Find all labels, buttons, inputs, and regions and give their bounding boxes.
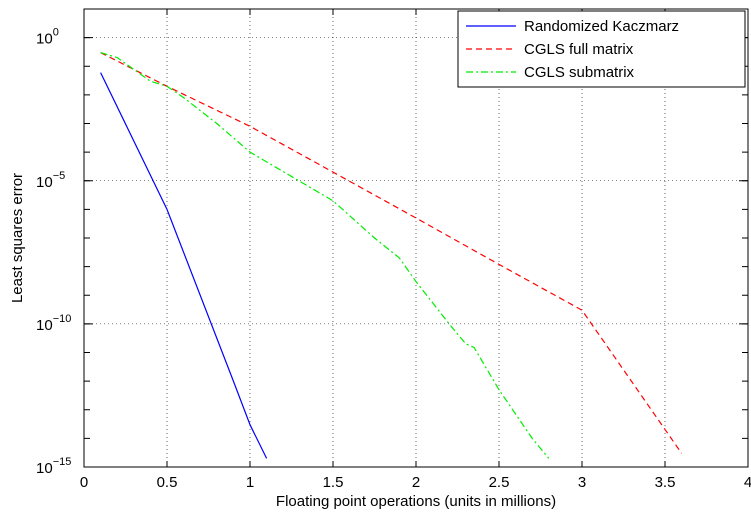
- legend-label: CGLS submatrix: [524, 64, 635, 81]
- x-axis-label: Floating point operations (units in mill…: [276, 493, 556, 510]
- series-layer: [100, 52, 683, 459]
- y-tick-label: 10−10: [36, 313, 71, 334]
- x-tick-label: 3.5: [655, 474, 676, 491]
- series-line-cgls-submatrix: [100, 52, 550, 459]
- x-tick-label: 0: [80, 474, 88, 491]
- series-line-randomized-kaczmarz: [100, 72, 268, 459]
- x-tick-label: 4: [744, 474, 751, 491]
- y-axis-label: Least squares error: [9, 173, 26, 303]
- series-line-cgls-full-matrix: [100, 52, 683, 454]
- y-tick-labels: 100 10−5 10−10 10−15: [36, 27, 71, 477]
- legend-label: CGLS full matrix: [524, 41, 634, 58]
- y-tick-label: 10−15: [36, 456, 71, 477]
- y-tick-label: 10−5: [36, 170, 65, 191]
- x-tick-label: 1: [246, 474, 254, 491]
- x-tick-label: 1.5: [323, 474, 344, 491]
- tick-marks: [83, 8, 749, 468]
- x-tick-label: 2.5: [489, 474, 510, 491]
- y-tick-label: 100: [36, 27, 59, 48]
- x-tick-labels: 0 0.5 1 1.5 2 2.5 3 3.5 4: [80, 474, 751, 491]
- x-tick-label: 3: [578, 474, 586, 491]
- legend-label: Randomized Kaczmarz: [524, 18, 679, 35]
- legend-box: [457, 10, 746, 88]
- x-tick-label: 2: [412, 474, 420, 491]
- legend: Randomized Kaczmarz CGLS full matrix CGLS …: [457, 10, 746, 88]
- x-tick-label: 0.5: [157, 474, 178, 491]
